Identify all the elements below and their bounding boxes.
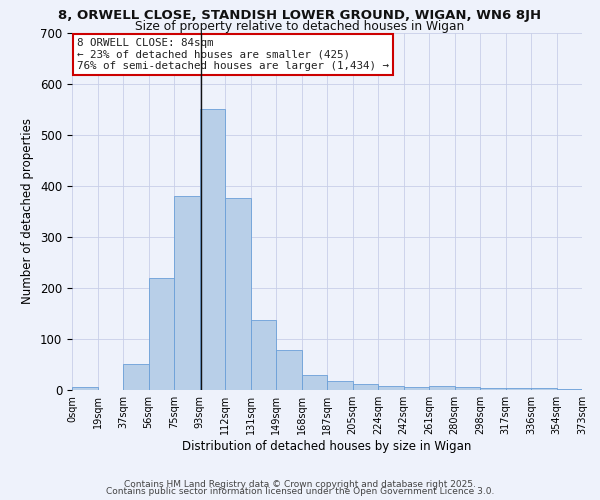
Text: 8, ORWELL CLOSE, STANDISH LOWER GROUND, WIGAN, WN6 8JH: 8, ORWELL CLOSE, STANDISH LOWER GROUND, …	[58, 9, 542, 22]
Bar	[251, 320, 276, 390]
Bar	[429, 386, 455, 390]
Bar	[480, 388, 505, 390]
X-axis label: Distribution of detached houses by size in Wigan: Distribution of detached houses by size …	[182, 440, 472, 453]
Bar	[174, 196, 199, 390]
Bar	[557, 389, 582, 390]
Y-axis label: Number of detached properties: Number of detached properties	[22, 118, 34, 304]
Bar	[455, 388, 480, 390]
Text: Contains public sector information licensed under the Open Government Licence 3.: Contains public sector information licen…	[106, 487, 494, 496]
Bar	[378, 386, 404, 390]
Bar	[353, 384, 378, 390]
Bar	[276, 350, 302, 390]
Bar	[302, 374, 327, 390]
Text: Contains HM Land Registry data © Crown copyright and database right 2025.: Contains HM Land Registry data © Crown c…	[124, 480, 476, 489]
Bar	[225, 198, 251, 390]
Bar	[327, 381, 353, 390]
Bar	[404, 388, 429, 390]
Text: 8 ORWELL CLOSE: 84sqm
← 23% of detached houses are smaller (425)
76% of semi-det: 8 ORWELL CLOSE: 84sqm ← 23% of detached …	[77, 38, 389, 71]
Bar	[123, 364, 149, 390]
Bar	[72, 388, 97, 390]
Text: Size of property relative to detached houses in Wigan: Size of property relative to detached ho…	[136, 20, 464, 33]
Bar	[505, 388, 531, 390]
Bar	[531, 388, 557, 390]
Bar	[199, 109, 225, 390]
Bar	[149, 278, 174, 390]
